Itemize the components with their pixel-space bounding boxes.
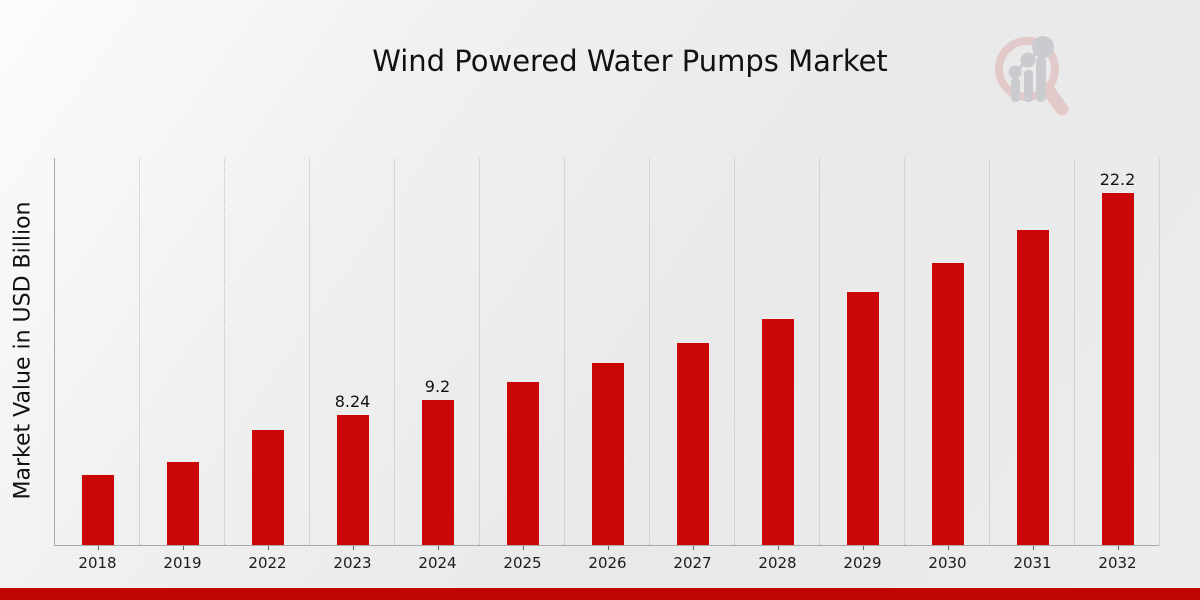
category-slot-2030: 2030 [905,158,990,572]
bar-2032 [1100,192,1135,545]
bar-value-label-2032: 22.2 [1099,170,1136,189]
bar-2027 [675,342,710,545]
bar-2018 [80,474,115,545]
x-axis-tick [1117,546,1119,550]
category-slot-2027: 2027 [650,158,735,572]
x-axis-tick [947,546,949,550]
x-axis-tick [862,546,864,550]
bar-2031 [1015,229,1050,545]
bar-2024 [420,399,455,545]
gridline [649,158,650,545]
x-axis-label-2023: 2023 [333,554,372,572]
gridline [989,158,990,545]
x-axis-label-2029: 2029 [843,554,882,572]
gridline [479,158,480,545]
bar-2023 [335,414,370,545]
y-axis-label: Market Value in USD Billion [10,201,36,500]
gridline [1159,158,1160,545]
gridline [224,158,225,545]
gridline [904,158,905,545]
category-slot-2023: 8.24 2023 [310,158,395,572]
category-slot-2025: 2025 [480,158,565,572]
x-axis-label-2019: 2019 [163,554,202,572]
x-axis-tick [437,546,439,550]
x-axis-tick [777,546,779,550]
gridline [309,158,310,545]
x-axis-label-2024: 2024 [418,554,457,572]
gridline [394,158,395,545]
x-axis-label-2028: 2028 [758,554,797,572]
bar-2026 [590,362,625,545]
category-slot-2022: 2022 [225,158,310,572]
magnifier-bar-chart-logo-icon [995,36,1069,116]
x-axis-label-2022: 2022 [248,554,287,572]
gridline [819,158,820,545]
gridline [139,158,140,545]
category-slot-2018: 2018 [55,158,140,572]
bar-value-label-2023: 8.24 [334,392,371,411]
x-axis-tick [522,546,524,550]
gridline [564,158,565,545]
x-axis-label-2026: 2026 [588,554,627,572]
bar-2022 [250,429,285,545]
category-slot-2032: 22.2 2032 [1075,158,1160,572]
x-axis-tick [1032,546,1034,550]
chart-title: Wind Powered Water Pumps Market [372,44,888,78]
x-axis-tick [352,546,354,550]
bar-2019 [165,461,200,545]
x-axis-label-2031: 2031 [1013,554,1052,572]
x-axis-tick [97,546,99,550]
plot-area: 2018 2019 2022 8.24 2023 9.2 2024 2025 2026 2027 2… [54,158,1160,572]
category-slot-2024: 9.2 2024 [395,158,480,572]
x-axis-tick [182,546,184,550]
bar-2025 [505,381,540,545]
bar-2028 [760,318,795,545]
x-axis-tick [607,546,609,550]
x-axis-tick [267,546,269,550]
gridline [1074,158,1075,545]
x-axis-label-2032: 2032 [1098,554,1137,572]
category-slot-2019: 2019 [140,158,225,572]
category-slot-2028: 2028 [735,158,820,572]
x-axis-tick [692,546,694,550]
bar-2029 [845,291,880,545]
x-axis-label-2018: 2018 [78,554,117,572]
x-axis-label-2030: 2030 [928,554,967,572]
x-axis-label-2027: 2027 [673,554,712,572]
category-slot-2031: 2031 [990,158,1075,572]
category-slot-2026: 2026 [565,158,650,572]
category-slot-2029: 2029 [820,158,905,572]
bar-2030 [930,262,965,545]
bottom-accent-strip [0,588,1200,600]
x-axis-label-2025: 2025 [503,554,542,572]
bar-value-label-2024: 9.2 [424,377,451,396]
gridline [734,158,735,545]
